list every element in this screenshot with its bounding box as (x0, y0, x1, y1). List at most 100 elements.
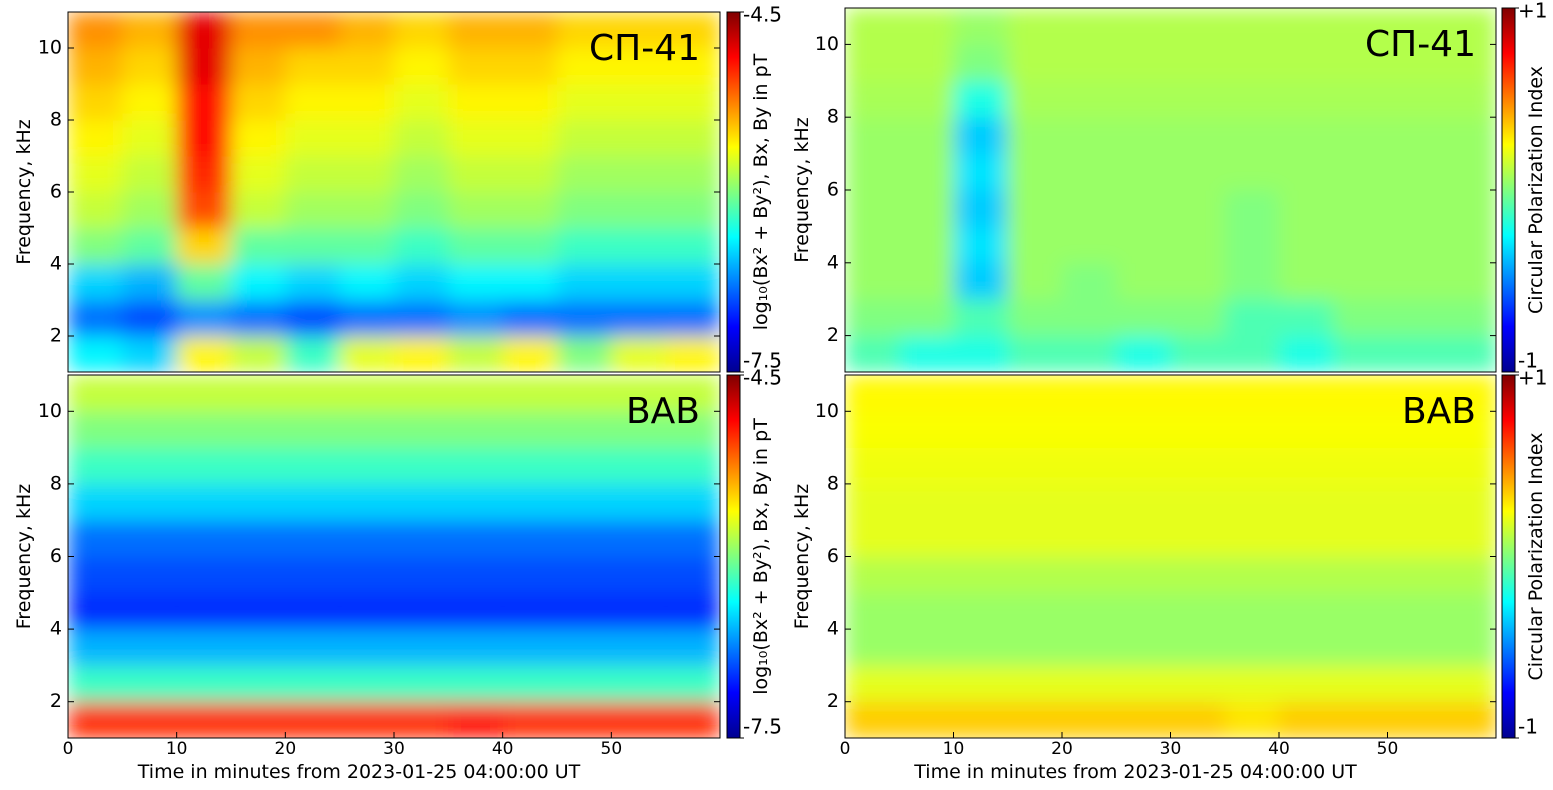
heatmap-cell (502, 192, 558, 229)
heatmap-cell (1007, 665, 1063, 703)
heatmap-cell (502, 701, 558, 738)
heatmap-cell (285, 447, 341, 485)
x-tick-label: 10 (166, 739, 188, 759)
heatmap-cell (122, 556, 178, 594)
panel-label: BAB (626, 391, 700, 432)
heatmap-cell (953, 483, 1009, 521)
heatmap-cell (1279, 665, 1334, 703)
heatmap-cell (1387, 629, 1443, 666)
heatmap-cell (899, 335, 954, 372)
heatmap-cell (953, 190, 1009, 227)
heatmap-cell (899, 153, 954, 191)
heatmap-cell (1170, 117, 1226, 155)
heatmap-cell (1116, 335, 1171, 372)
heatmap-cell (1333, 80, 1388, 118)
heatmap-cell (1062, 335, 1117, 372)
heatmap-cell (611, 156, 667, 193)
heatmap-cell (231, 556, 286, 594)
heatmap-cell (122, 300, 178, 337)
heatmap-cell (1007, 483, 1063, 521)
heatmap-cell (1062, 592, 1117, 630)
heatmap-cell (953, 556, 1009, 594)
heatmap-cell (339, 411, 395, 449)
panel-label: BAB (1402, 391, 1476, 432)
heatmap-cell (1279, 483, 1334, 521)
heatmap-cell (394, 48, 449, 85)
heatmap-cell (1062, 447, 1117, 485)
heatmap-cell (339, 483, 395, 521)
heatmap-cell (1279, 299, 1334, 337)
heatmap-cell (1007, 411, 1063, 449)
heatmap-cell (285, 192, 341, 229)
heatmap-cell (1224, 226, 1280, 264)
heatmap-cell (1279, 520, 1334, 557)
heatmap-cell (502, 375, 558, 412)
heatmap-cell (122, 665, 178, 703)
heatmap-cell (1279, 8, 1334, 45)
heatmap-cell (448, 629, 504, 666)
heatmap-cell (1279, 190, 1334, 227)
x-tick-label: 50 (1377, 739, 1399, 759)
heatmap-cell (845, 80, 900, 118)
heatmap-cell (1116, 411, 1171, 449)
heatmap-cell (1387, 592, 1443, 630)
heatmap-cell (502, 228, 558, 265)
heatmap-cell (394, 665, 449, 703)
x-tick-label: 0 (840, 739, 851, 759)
heatmap-cell (665, 592, 720, 630)
heatmap-cell (1062, 153, 1117, 191)
heatmap-cell (899, 411, 954, 449)
heatmap-cell (285, 629, 341, 666)
heatmap-cell (502, 411, 558, 449)
heatmap-cell (122, 264, 178, 301)
heatmap-cell (1279, 411, 1334, 449)
heatmap-cell (285, 12, 341, 49)
heatmap-cell (611, 520, 667, 557)
heatmap-cell (557, 447, 612, 485)
heatmap-cell (1224, 483, 1280, 521)
heatmap-cell (502, 483, 558, 521)
heatmap-cell (448, 520, 504, 557)
heatmap-cell (448, 665, 504, 703)
heatmap-cell (845, 411, 900, 449)
heatmap-cell (1387, 411, 1443, 449)
heatmap-cell (953, 411, 1009, 449)
heatmap-cell (845, 665, 900, 703)
heatmap-cell (611, 629, 667, 666)
heatmap-cell (1116, 117, 1171, 155)
heatmap-cell (502, 629, 558, 666)
heatmap-cell (176, 48, 232, 85)
heatmap-cell (1441, 375, 1496, 412)
heatmap-cell (502, 264, 558, 301)
x-tick-label: 20 (275, 739, 297, 759)
heatmap-cell (502, 447, 558, 485)
heatmap-cell (68, 156, 123, 193)
heatmap-cell (394, 556, 449, 594)
heatmap-cell (953, 153, 1009, 191)
heatmap-cell (285, 336, 341, 372)
colorbar-tick-label: -4.5 (743, 3, 782, 27)
y-tick-label: 6 (50, 181, 62, 203)
heatmap (68, 12, 720, 372)
heatmap-cell (557, 300, 612, 337)
heatmap-cell (1062, 262, 1117, 300)
heatmap-cell (1441, 117, 1496, 155)
heatmap-cell (1170, 44, 1226, 82)
heatmap-cell (231, 520, 286, 557)
heatmap-cell (231, 336, 286, 372)
heatmap-cell (1224, 447, 1280, 485)
heatmap-cell (1062, 299, 1117, 337)
heatmap-cell (231, 192, 286, 229)
heatmap-cell (339, 192, 395, 229)
heatmap-cell (1333, 520, 1388, 557)
heatmap-cell (285, 556, 341, 594)
heatmap-cell (557, 520, 612, 557)
heatmap-cell (285, 156, 341, 193)
panel-label: СП-41 (589, 28, 700, 69)
heatmap-cell (448, 592, 504, 630)
heatmap-cell (1170, 299, 1226, 337)
heatmap-cell (1062, 190, 1117, 227)
heatmap-cell (68, 192, 123, 229)
heatmap-cell (557, 592, 612, 630)
heatmap-cell (339, 592, 395, 630)
